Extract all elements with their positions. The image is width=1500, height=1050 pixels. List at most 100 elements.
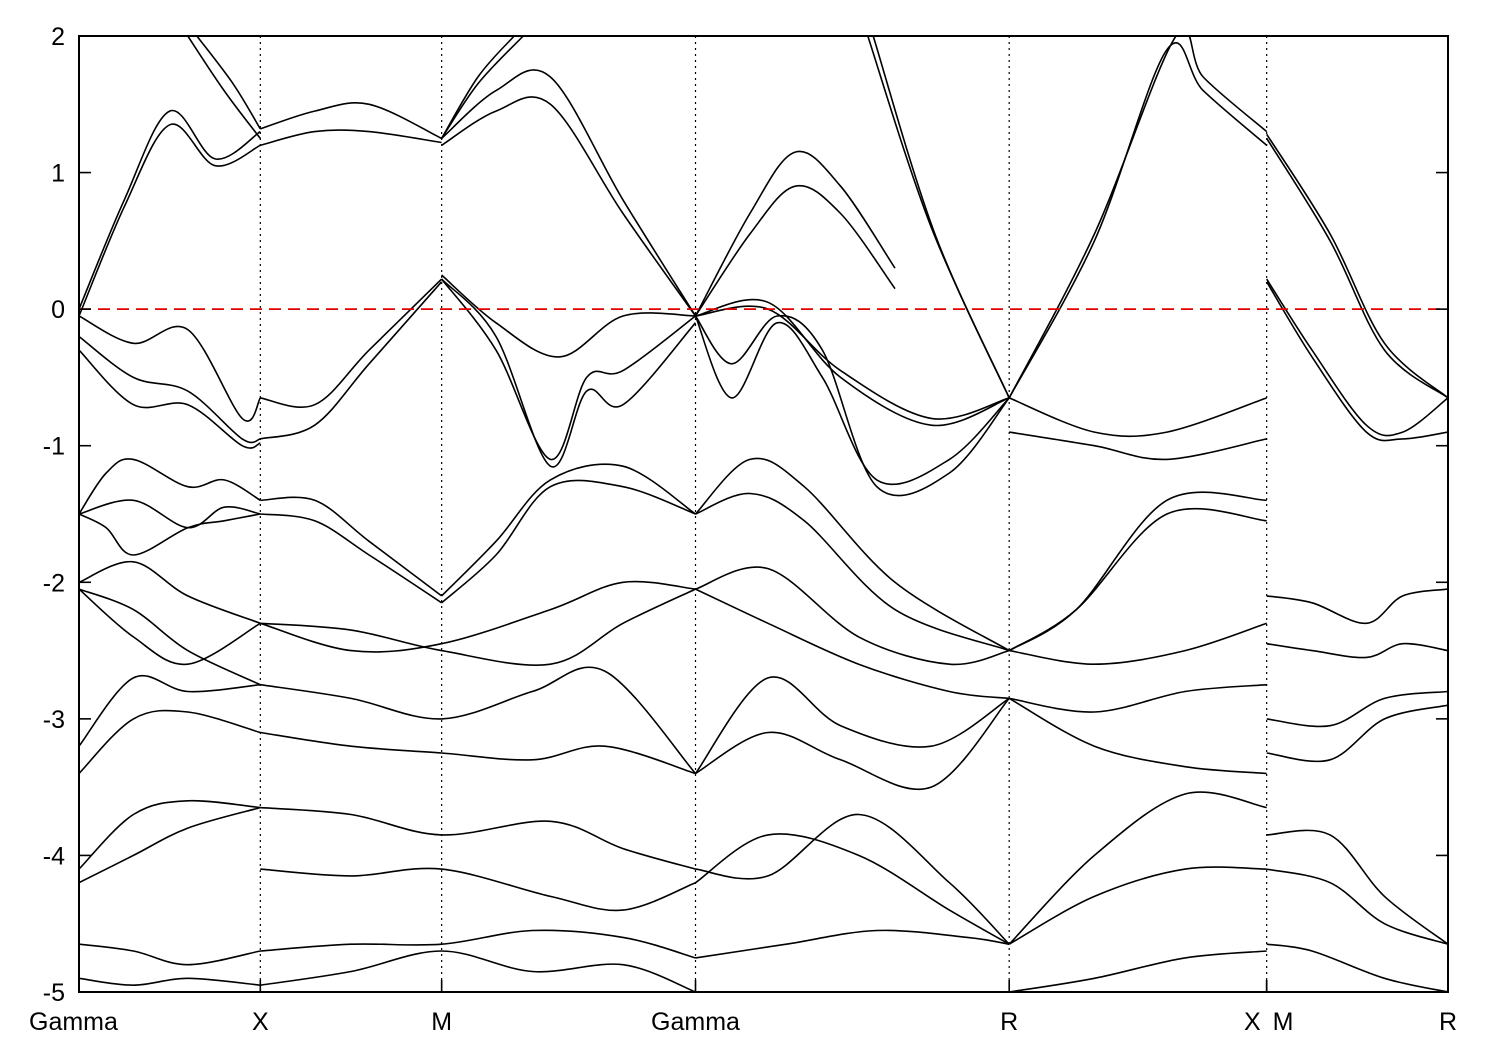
band-line (1009, 683, 1267, 713)
band-line (1266, 829, 1448, 945)
band-line (260, 806, 696, 870)
kpoint-label: X (1244, 1008, 1261, 1036)
band-line (440, 278, 696, 461)
band-line (1009, 950, 1267, 992)
band-line (872, 36, 1010, 399)
band-line (1009, 431, 1267, 461)
band-line (695, 833, 1010, 945)
kpoint-label: X (252, 1008, 269, 1036)
band-line (79, 943, 261, 966)
band-line (79, 499, 261, 529)
band-line (694, 457, 1010, 652)
band-line (79, 799, 261, 870)
band-line (1008, 42, 1268, 399)
band-line (1008, 36, 1268, 399)
y-tick-label: -5 (43, 979, 65, 1007)
band-line (695, 813, 1010, 945)
band-line (260, 950, 696, 992)
band-line (695, 929, 1010, 959)
band-line (441, 69, 697, 317)
band-line (79, 349, 261, 449)
band-line (79, 675, 261, 747)
band-line (695, 305, 1010, 420)
band-line (260, 513, 443, 604)
band-line (79, 806, 261, 884)
band-line (79, 588, 261, 666)
band-line (260, 102, 442, 140)
band-line (1266, 137, 1448, 399)
band-line (260, 129, 442, 147)
band-line (694, 184, 896, 317)
band-line (79, 709, 261, 775)
band-line (1266, 704, 1448, 763)
band-line (695, 697, 1010, 791)
band-line (1008, 866, 1267, 945)
band-line (260, 580, 696, 653)
band-line (260, 666, 697, 775)
kpoint-label: Gamma (29, 1008, 118, 1036)
band-line (1266, 868, 1448, 945)
band-line (440, 36, 524, 139)
band-line (441, 96, 697, 317)
band-line (79, 977, 261, 987)
band-line (79, 513, 261, 556)
band-line (1266, 133, 1448, 399)
band-line (79, 335, 261, 444)
band-line (694, 676, 1010, 774)
kpoint-label: R (1000, 1008, 1018, 1036)
band-lines (79, 36, 1448, 992)
y-axis: -5 -4 -3 -2 -1 0 1 2 (43, 23, 1448, 1007)
band-line (79, 458, 261, 515)
band-line (441, 479, 696, 604)
band-line (1008, 507, 1267, 652)
kpoint-label: M (431, 1008, 452, 1036)
band-line (695, 566, 1010, 666)
band-line (260, 281, 443, 440)
y-tick-label: -2 (43, 569, 65, 597)
band-line (260, 929, 696, 959)
band-line (187, 36, 261, 139)
band-line (695, 298, 1010, 427)
y-tick-label: 0 (51, 296, 65, 324)
y-tick-label: 2 (51, 23, 65, 51)
y-tick-label: -1 (43, 433, 65, 461)
band-line (79, 315, 262, 422)
band-line (260, 867, 696, 912)
band-line (260, 278, 443, 408)
y-tick-label: -3 (43, 706, 65, 734)
y-tick-label: 1 (51, 160, 65, 188)
band-line (79, 123, 261, 317)
band-line (1008, 397, 1267, 438)
band-line (1266, 642, 1448, 659)
band-line (441, 278, 697, 468)
band-line (1008, 791, 1267, 945)
high-symmetry-dividers (259, 36, 1268, 992)
y-tick-label: -4 (43, 842, 65, 870)
band-line (1266, 943, 1448, 992)
band-line (441, 274, 696, 358)
band-line (260, 496, 443, 597)
band-line (1009, 622, 1267, 666)
band-line (1266, 588, 1448, 625)
band-line (260, 588, 696, 666)
band-line (694, 314, 1010, 497)
band-line (441, 463, 696, 597)
band-line (79, 560, 261, 625)
band-line (1266, 281, 1448, 442)
band-line (1266, 690, 1448, 728)
band-line (695, 588, 1010, 700)
band-line (79, 109, 261, 310)
x-axis: Gamma X M Gamma R X M R (29, 980, 1457, 1036)
band-line (260, 731, 696, 775)
band-line (695, 492, 1010, 652)
band-line (440, 36, 515, 139)
kpoint-label: M (1273, 1008, 1294, 1036)
band-line (694, 150, 896, 317)
kpoint-label: R (1439, 1008, 1457, 1036)
band-line (79, 588, 261, 686)
band-line (1008, 697, 1267, 775)
band-line (1266, 278, 1448, 437)
plot-frame (78, 35, 1449, 993)
band-line (196, 36, 261, 130)
